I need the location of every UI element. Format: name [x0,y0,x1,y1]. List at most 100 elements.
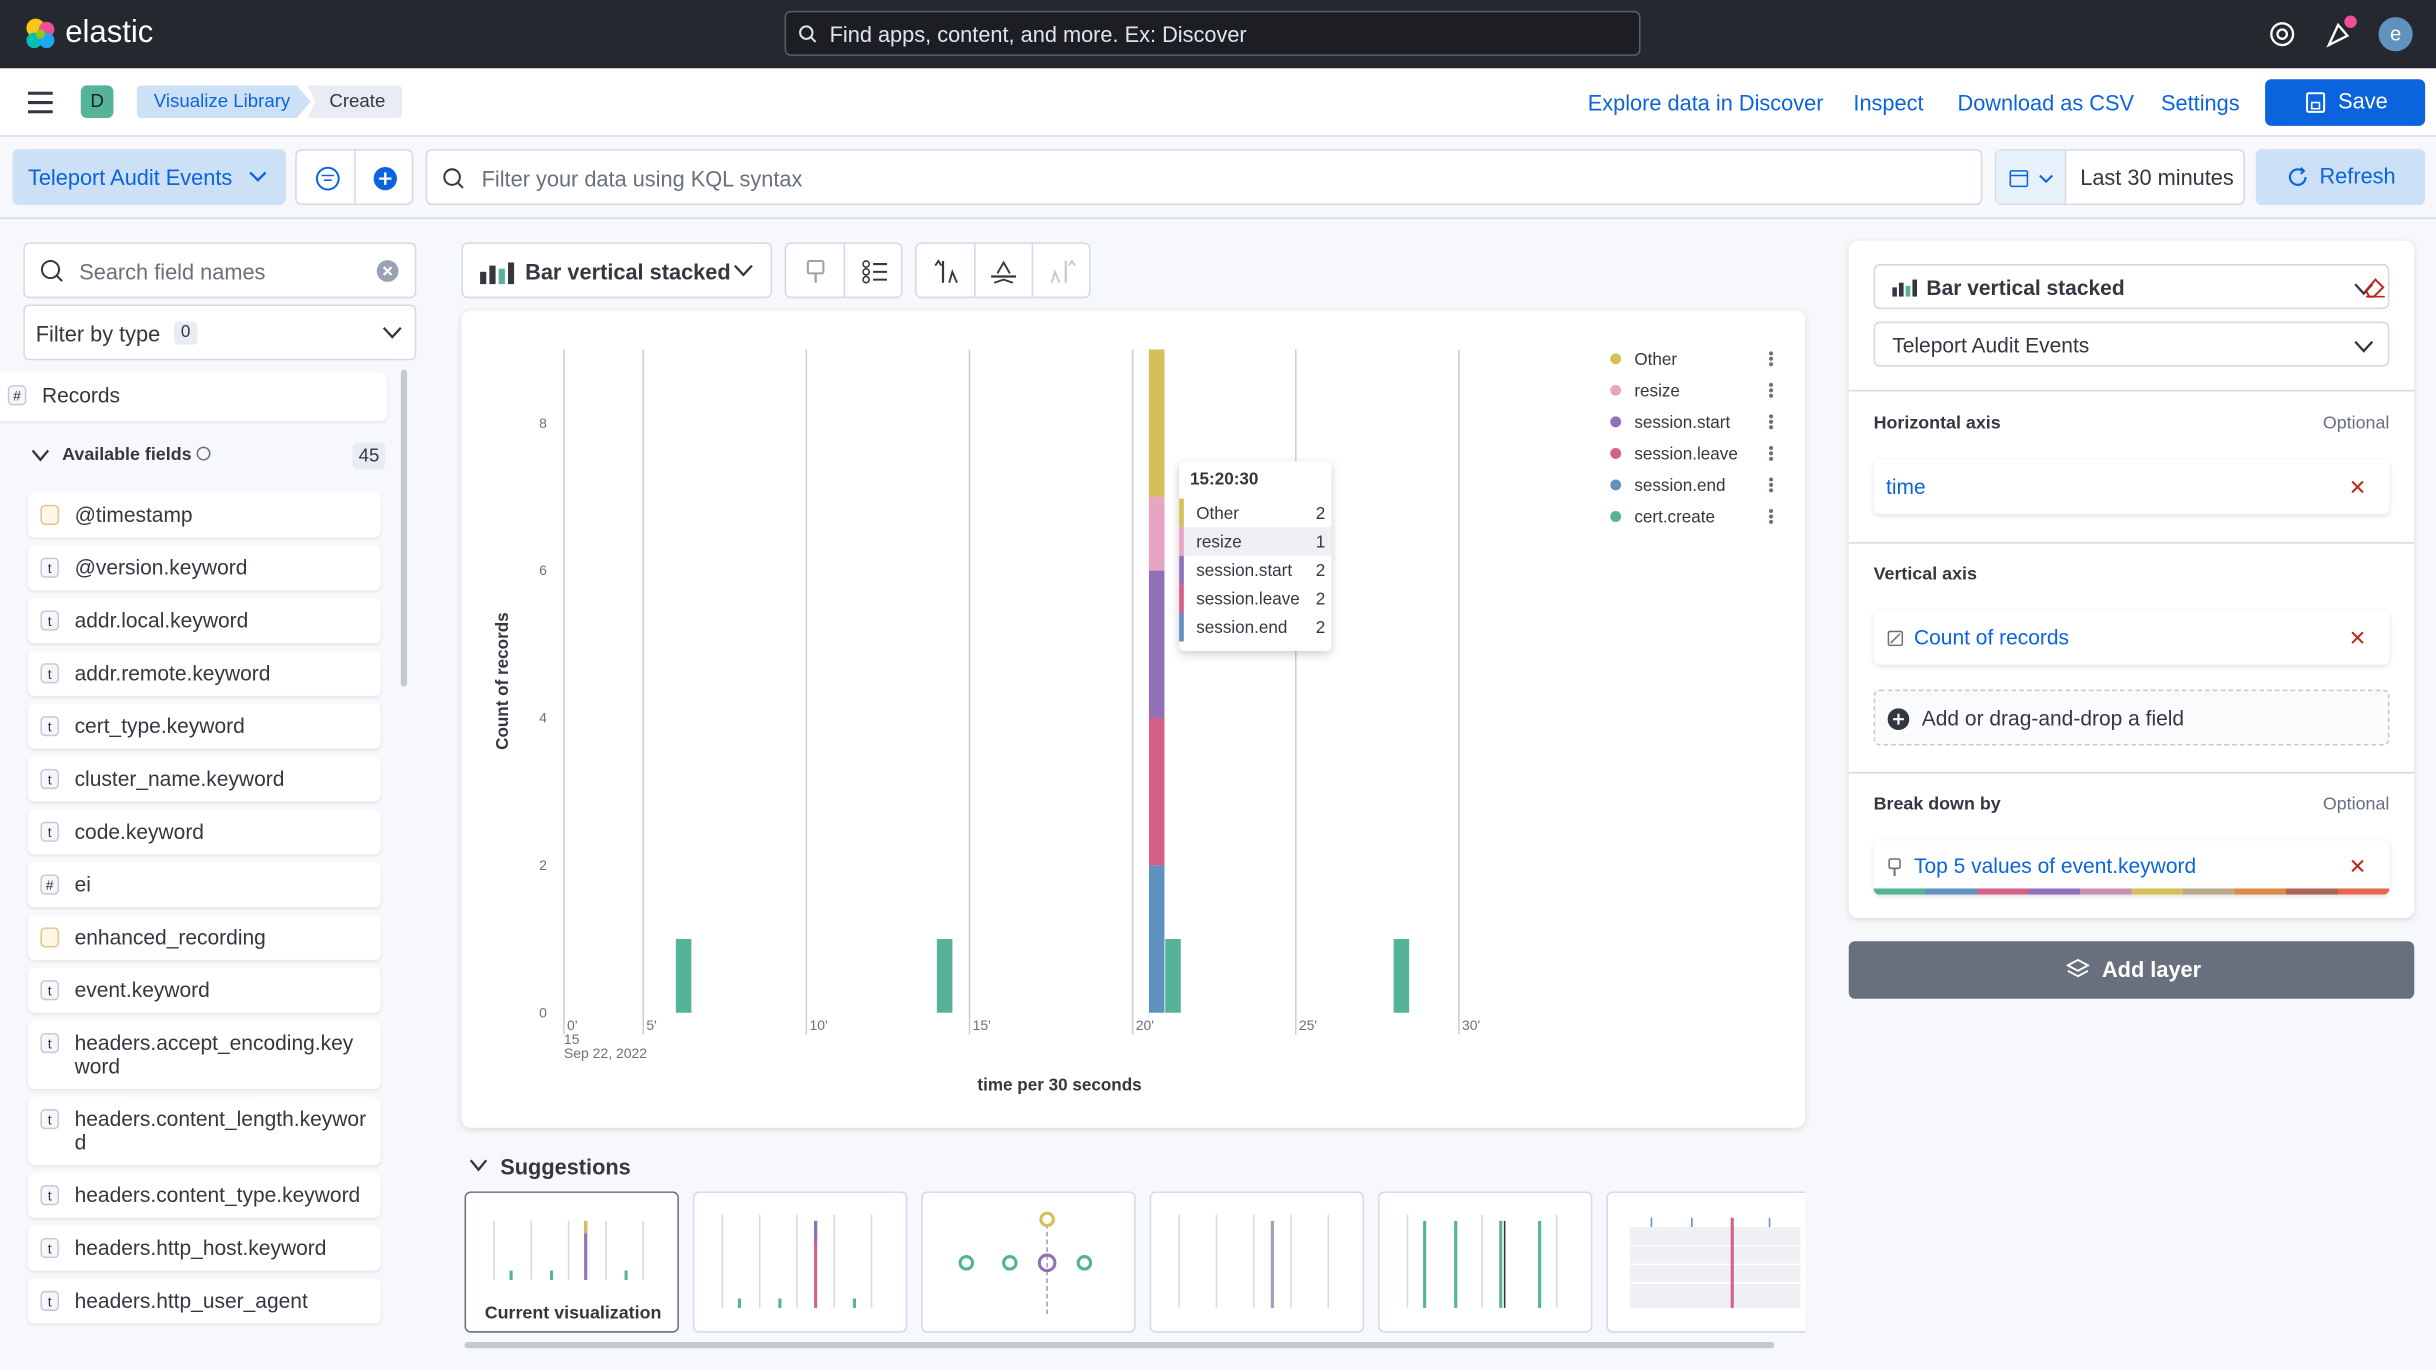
legend-item[interactable]: session.start [1610,413,1774,432]
add-filter-button[interactable] [373,166,398,191]
date-picker[interactable]: Last 30 minutes [1994,149,2245,206]
tooltip-label: resize [1196,532,1242,551]
refresh-button[interactable]: Refresh [2255,149,2426,206]
chart-switcher[interactable]: Bar vertical stacked [461,242,773,299]
save-button[interactable]: Save [2265,79,2426,126]
layer-data-view[interactable]: Teleport Audit Events [1873,321,2390,367]
filter-menu-button[interactable] [315,166,340,191]
field-item[interactable]: t headers.content_type.keyword [27,1172,381,1218]
nav-link[interactable]: Explore data in Discover [1587,90,1824,115]
chevron [382,326,402,339]
field-item[interactable]: t event.keyword [27,967,381,1013]
clear-button[interactable] [376,259,399,282]
dimension-icon [1888,858,1901,877]
chevron [249,171,267,182]
divider [843,243,846,297]
dimension-button[interactable]: Count of records [1873,610,2390,665]
chart-type-label: Bar vertical stacked [525,259,731,285]
field-name: ei [74,872,91,897]
suggestion-tile[interactable] [1606,1191,1806,1333]
tooltip-label: session.start [1196,561,1292,580]
breadcrumb[interactable]: Visualize Library [136,85,311,119]
divider [1848,771,2415,774]
field-type-icon: t [40,1109,60,1130]
legend-action-dot [1769,414,1774,419]
legend-item[interactable]: session.end [1610,476,1774,495]
collapse-icon[interactable] [469,1159,488,1173]
bottom-axis-button[interactable] [990,259,1018,284]
dimension-button[interactable]: Top 5 values of event.keyword [1873,840,2390,895]
field-item[interactable]: t headers.http_host.keyword [27,1225,381,1271]
remove-button[interactable] [2351,631,2365,645]
remove-button[interactable] [2351,480,2365,494]
news-icon[interactable] [2324,15,2358,50]
field-item[interactable]: enhanced_recording [27,914,381,960]
menu-toggle[interactable] [27,91,53,114]
help-icon[interactable] [2268,20,2296,48]
legend-label: resize [1634,382,1680,401]
field-item[interactable]: t headers.accept_encoding.keyword [27,1020,381,1089]
kql-placeholder: Filter your data using KQL syntax [481,166,803,192]
bar-segment [1148,717,1165,866]
legend-label: Other [1634,350,1677,369]
legend-item[interactable]: resize [1610,382,1774,401]
field-item[interactable]: t code.keyword [27,809,381,855]
legend-item[interactable]: cert.create [1610,508,1774,527]
add-dimension[interactable]: Add or drag-and-drop a field [1873,689,2390,746]
field-item[interactable]: t addr.local.keyword [27,598,381,644]
suggestion-tile[interactable] [1149,1191,1365,1333]
legend-item[interactable]: session.leave [1610,445,1774,464]
records-field[interactable]: # Records [0,372,387,421]
nav-link[interactable]: Download as CSV [1957,90,2135,115]
legend-item[interactable]: Other [1610,350,1774,369]
left-axis-button[interactable] [932,259,960,284]
legend-label: session.leave [1634,445,1737,464]
dimension-label: Count of records [1913,625,2070,650]
kql-input[interactable]: Filter your data using KQL syntax [425,149,1983,206]
filter-by-type-label: Filter by type [35,321,161,347]
field-type-icon: t [40,821,60,842]
suggestion-tile[interactable] [692,1191,908,1333]
legend-swatch [1610,353,1622,365]
suggestion-tile[interactable] [921,1191,1136,1333]
style-button[interactable] [805,259,827,284]
nav-link[interactable]: Settings [2161,90,2240,115]
field-item[interactable]: t cert_type.keyword [27,703,381,749]
field-item[interactable]: # ei [27,862,381,908]
legend-action-dot [1769,456,1774,461]
suggestion-tile[interactable]: Current visualization [464,1191,679,1333]
remove-button[interactable] [2351,859,2365,873]
legend-action-dot [1769,388,1774,393]
suggestion-tile[interactable] [1378,1191,1593,1333]
field-item[interactable]: t headers.http_user_agent [27,1278,381,1324]
field-type-icon: t [40,768,60,790]
space-badge[interactable]: D [80,85,114,119]
field-search-placeholder: Search field names [79,259,266,285]
bar-segment [1148,865,1165,1013]
field-item[interactable]: t headers.content_length.keyword [27,1096,381,1165]
filter-count: 0 [173,321,198,345]
clear-layer-button[interactable] [2361,275,2386,300]
filter-by-type[interactable]: Filter by type 0 [23,304,417,361]
user-avatar[interactable]: e [2378,17,2413,52]
layer-chart-type-label: Bar vertical stacked [1926,276,2125,300]
legend-action-dot [1769,393,1774,398]
tooltip-swatch [1179,584,1184,613]
field-item[interactable]: @timestamp [27,492,381,538]
dimension-button[interactable]: time [1873,459,2390,515]
layer-chart-type[interactable]: Bar vertical stacked [1873,264,2390,310]
field-item[interactable]: t cluster_name.keyword [27,756,381,802]
field-search[interactable]: Search field names [23,242,417,299]
nav-link[interactable]: Inspect [1853,90,1924,115]
add-layer-button[interactable]: Add layer [1848,941,2415,999]
global-search[interactable]: Find apps, content, and more. Ex: Discov… [784,10,1641,56]
data-view-picker[interactable]: Teleport Audit Events [12,149,286,206]
field-item[interactable]: t @version.keyword [27,545,381,591]
field-item[interactable]: t addr.remote.keyword [27,650,381,696]
collapse-icon[interactable] [31,449,50,463]
date-quick-menu[interactable] [1996,150,2067,204]
layer-data-view-label: Teleport Audit Events [1892,333,2090,358]
legend-button[interactable] [862,259,888,284]
data-view-label: Teleport Audit Events [27,164,233,190]
field-type-icon: t [40,980,60,1001]
